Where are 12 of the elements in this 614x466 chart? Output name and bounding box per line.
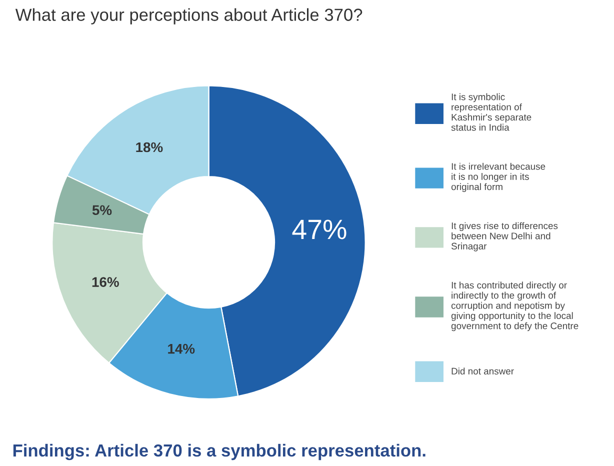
chart-title: What are your perceptions about Article 370? (15, 8, 362, 24)
legend-label: Did not answer (452, 368, 514, 375)
legend-label: It is irrelevant because it is no longer in its original form (451, 162, 546, 192)
text: Findings: Article 370 is a symbolic representation. (13, 444, 426, 460)
data-label: 14% (168, 344, 195, 354)
data-label: 16% (92, 277, 119, 287)
legend-label: It is symbolic representation of Kashmir's separate status in India (451, 93, 532, 131)
legend-label: It has contributed directly or indirectly to the growth of corruption and nepotism by giving opportunity to the local government to defy the Centre (451, 282, 578, 332)
data-label: 5% (92, 205, 112, 216)
data-label: 18% (136, 142, 163, 152)
data-label: 47% (292, 220, 346, 240)
legend-label: It gives rise to differences between New Delhi and Srinagar (451, 222, 558, 252)
